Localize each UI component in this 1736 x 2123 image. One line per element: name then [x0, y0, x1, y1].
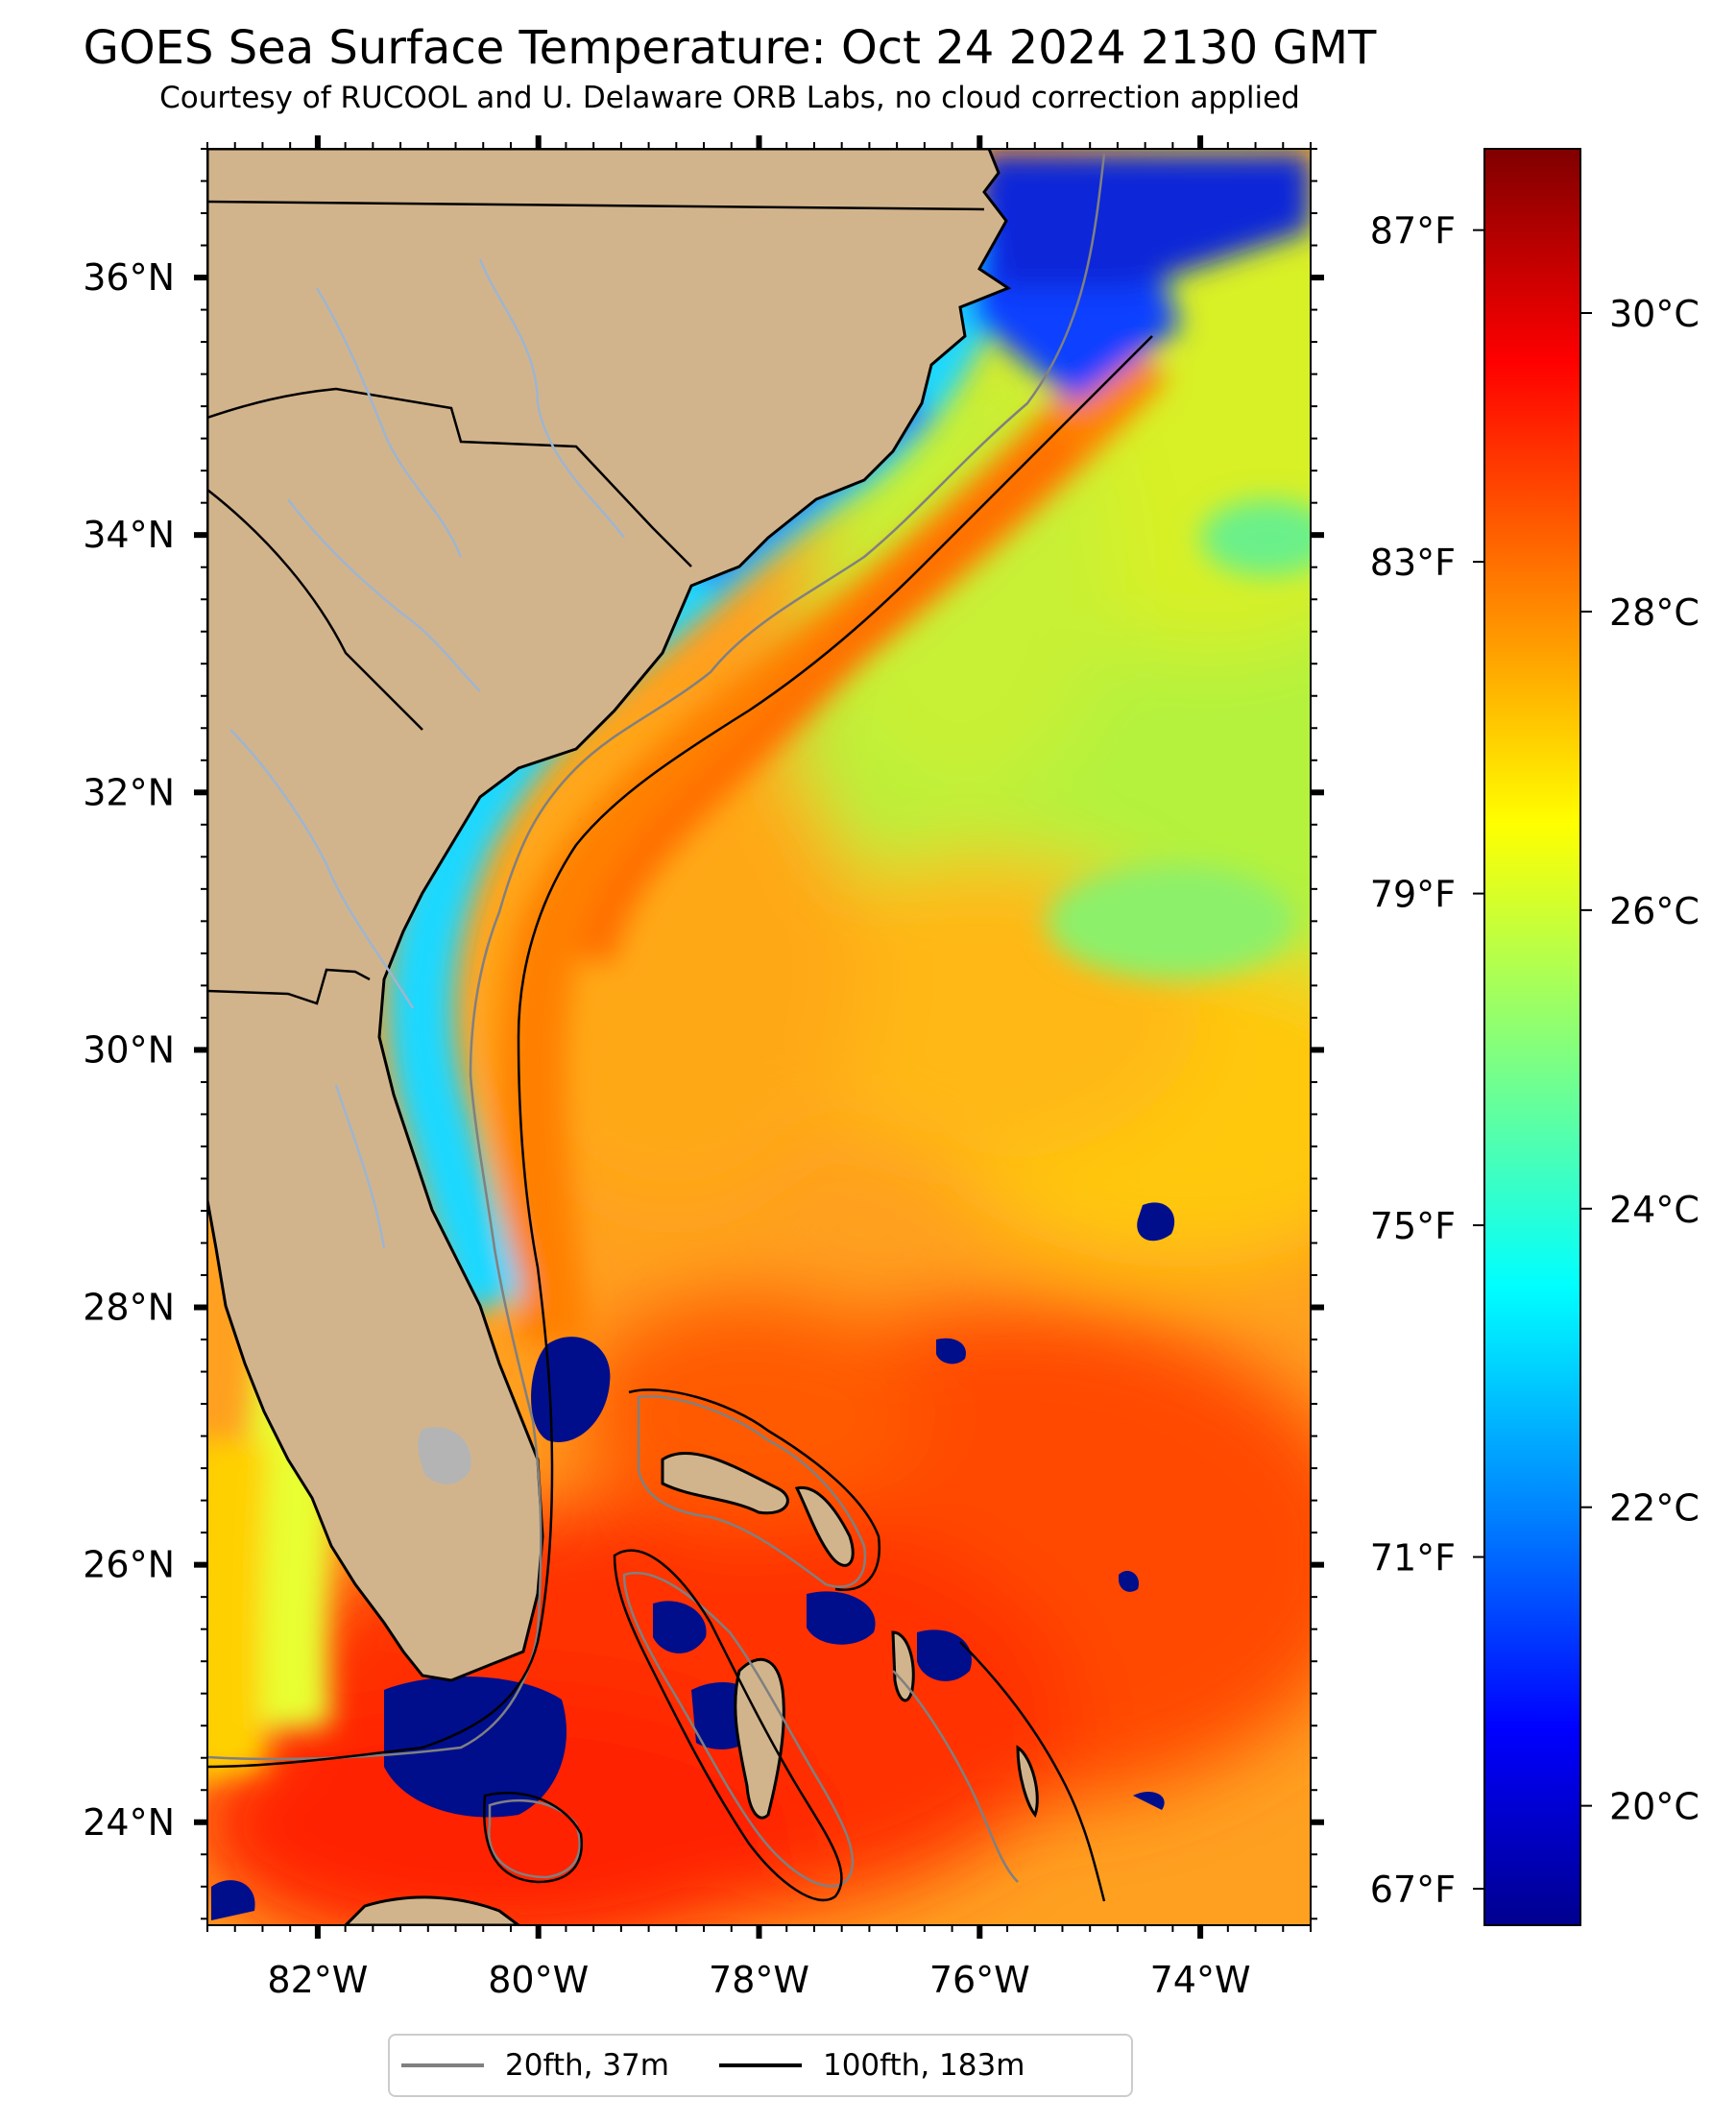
fahrenheit-tick-label: 75°F	[1370, 1205, 1456, 1247]
map-subtitle: Courtesy of RUCOOL and U. Delaware ORB L…	[159, 81, 1300, 115]
lat-tick-label: 36°N	[83, 256, 175, 299]
state-borders	[207, 200, 985, 1005]
lat-tick-label: 28°N	[83, 1287, 175, 1329]
colorbar	[1483, 148, 1581, 1926]
celsius-tick-label: 30°C	[1609, 293, 1700, 335]
legend-line-20fth	[401, 2063, 484, 2067]
colorbar-axes: 30°C 28°C 26°C 24°C 22°C 20°C 87°F 83°F 79°F 75°F…	[1370, 210, 1700, 1911]
contour-legend: 20fth, 37m 100fth, 183m	[388, 2034, 1133, 2097]
fahrenheit-tick-label: 79°F	[1370, 874, 1456, 916]
legend-label-20fth: 20fth, 37m	[505, 2048, 669, 2083]
fahrenheit-tick-label: 71°F	[1370, 1537, 1456, 1580]
lon-tick-label: 74°W	[1150, 1959, 1251, 2001]
lat-tick-label: 32°N	[83, 771, 175, 813]
legend-item-100fth: 100fth, 183m	[718, 2048, 1025, 2083]
lat-tick-label: 34°N	[83, 514, 175, 556]
abaco-island	[794, 1485, 855, 1567]
rivers	[229, 258, 625, 1249]
us-mainland	[207, 149, 1012, 1682]
lon-tick-label: 78°W	[709, 1959, 809, 2001]
lon-tick-label: 82°W	[267, 1959, 368, 2001]
contour-100fth	[207, 335, 1153, 1902]
lat-tick-label: 26°N	[83, 1544, 175, 1586]
fahrenheit-tick-label: 67°F	[1370, 1869, 1456, 1911]
eleuthera-island	[891, 1630, 915, 1702]
sst-field	[207, 149, 1311, 1925]
legend-item-20fth: 20fth, 37m	[401, 2048, 669, 2083]
fahrenheit-tick-label: 87°F	[1370, 210, 1456, 253]
lake-okeechobee	[418, 1427, 471, 1484]
celsius-tick-label: 26°C	[1609, 890, 1700, 932]
map-panel	[207, 149, 1311, 1925]
grand-bahama-island	[661, 1451, 789, 1515]
lat-tick-label: 24°N	[83, 1801, 175, 1844]
lon-tick-label: 80°W	[488, 1959, 589, 2001]
long-island	[1016, 1745, 1039, 1819]
celsius-tick-label: 20°C	[1609, 1786, 1700, 1828]
celsius-tick-label: 22°C	[1609, 1487, 1700, 1530]
legend-line-100fth	[718, 2063, 802, 2067]
celsius-tick-label: 28°C	[1609, 591, 1700, 634]
lat-tick-label: 30°N	[83, 1028, 175, 1071]
map-title: GOES Sea Surface Temperature: Oct 24 202…	[83, 21, 1377, 75]
fahrenheit-tick-label: 83°F	[1370, 542, 1456, 584]
cuba-coast	[343, 1895, 521, 1925]
lon-tick-label: 76°W	[929, 1959, 1030, 2001]
celsius-tick-label: 24°C	[1609, 1189, 1700, 1231]
map-axes: 82°W 80°W 78°W 76°W 74°W 36°N 34°N 32°N 30°N 28°N…	[83, 135, 1324, 2001]
legend-label-100fth: 100fth, 183m	[822, 2048, 1025, 2083]
